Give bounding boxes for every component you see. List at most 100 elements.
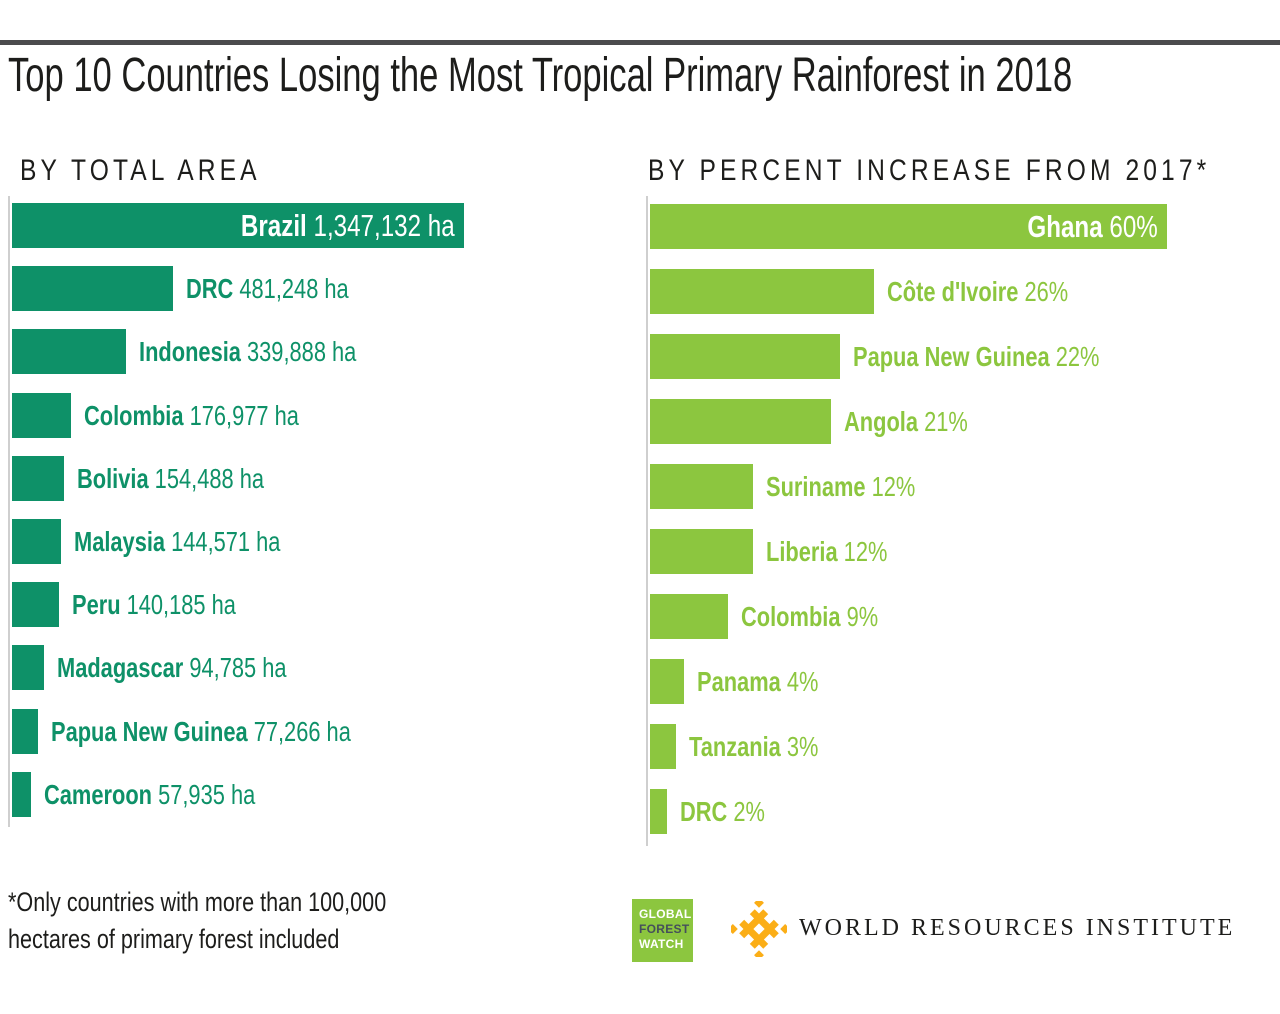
value-label: 9% xyxy=(840,600,879,632)
bar-label: Colombia 9% xyxy=(741,600,879,632)
value-label: 481,248 ha xyxy=(233,272,349,304)
bar xyxy=(12,582,59,627)
value-label: 154,488 ha xyxy=(148,462,264,494)
bar-row-indonesia: Indonesia 339,888 ha xyxy=(12,329,418,374)
bar-label: Suriname 12% xyxy=(766,470,916,502)
bar-row-panama: Panama 4% xyxy=(650,659,853,704)
bar-label: Côte d'Ivoire 26% xyxy=(887,275,1069,307)
bar xyxy=(650,659,684,704)
bar-label: Panama 4% xyxy=(697,665,819,697)
bar-row-colombia: Colombia 9% xyxy=(650,594,917,639)
chart-title-total-area: BY TOTAL AREA xyxy=(20,154,261,187)
wri-diamond-mark-icon xyxy=(731,901,787,957)
value-label: 12% xyxy=(865,470,916,502)
bar-label: DRC 2% xyxy=(680,795,765,827)
bar-label: Indonesia 339,888 ha xyxy=(139,335,357,367)
country-name: DRC xyxy=(680,795,728,827)
page-title-text: Top 10 Countries Losing the Most Tropica… xyxy=(8,49,1073,102)
country-name: Panama xyxy=(697,665,781,697)
bar-label: DRC 481,248 ha xyxy=(186,272,349,304)
country-name: Tanzania xyxy=(689,730,781,762)
bar-label: Cameroon 57,935 ha xyxy=(44,778,256,810)
bar-row-tanzania: Tanzania 3% xyxy=(650,724,855,769)
country-name: Cameroon xyxy=(44,778,153,810)
bar xyxy=(12,456,64,501)
global-forest-watch-logo: GLOBAL FOREST WATCH xyxy=(632,899,693,962)
bar-label: Liberia 12% xyxy=(766,535,888,567)
bar-row-peru: Peru 140,185 ha xyxy=(12,582,282,627)
footnote: *Only countries with more than 100,000 h… xyxy=(8,884,481,958)
chart-title-percent-increase: BY PERCENT INCREASE FROM 2017* xyxy=(648,154,1211,187)
gfw-logo-line-3: WATCH xyxy=(639,937,684,951)
bar-label: Papua New Guinea 77,266 ha xyxy=(51,715,351,747)
country-name: Angola xyxy=(844,405,919,437)
value-label: 2% xyxy=(727,795,765,827)
country-name: Colombia xyxy=(741,600,841,632)
country-name: Liberia xyxy=(766,535,838,567)
value-label: 57,935 ha xyxy=(152,778,256,810)
value-label: 26% xyxy=(1018,275,1069,307)
country-name: Ghana xyxy=(1027,209,1103,244)
top-divider xyxy=(0,40,1280,45)
country-name: Bolivia xyxy=(77,462,149,494)
gfw-logo-line-1: GLOBAL xyxy=(639,907,692,921)
bar xyxy=(650,594,728,639)
percent-increase-bar-chart: Ghana 60% Côte d'Ivoire 26% Papua New Guin… xyxy=(646,196,1280,846)
country-name: Papua New Guinea xyxy=(853,340,1050,372)
bar-row-cameroon: Cameroon 57,935 ha xyxy=(12,772,315,817)
bar-row-angola: Angola 21% xyxy=(650,399,1003,444)
country-name: Côte d'Ivoire xyxy=(887,275,1019,307)
bar-label: Madagascar 94,785 ha xyxy=(57,651,287,683)
bar xyxy=(12,645,44,690)
bar-row-ghana: Ghana 60% xyxy=(650,204,1167,249)
bar xyxy=(650,269,874,314)
country-name: Papua New Guinea xyxy=(51,715,248,747)
bar-label: Bolivia 154,488 ha xyxy=(77,462,264,494)
value-label: 176,977 ha xyxy=(183,399,299,431)
bar-label: Tanzania 3% xyxy=(689,730,819,762)
bar xyxy=(650,724,676,769)
bar-row-drc: DRC 2% xyxy=(650,789,789,834)
bar-row-suriname: Suriname 12% xyxy=(650,464,957,509)
bar xyxy=(12,772,31,817)
value-label: 21% xyxy=(918,405,968,437)
bar-row-liberia: Liberia 12% xyxy=(650,529,922,574)
country-name: Madagascar xyxy=(57,651,184,683)
bar-label: Colombia 176,977 ha xyxy=(84,399,299,431)
bar-row-papua-new-guinea: Papua New Guinea 77,266 ha xyxy=(12,709,435,754)
bar-label: Brazil 1,347,132 ha xyxy=(241,210,464,241)
value-label: 144,571 ha xyxy=(165,525,281,557)
bar-label: Peru 140,185 ha xyxy=(72,588,236,620)
bar xyxy=(12,393,71,438)
bar-label: Papua New Guinea 22% xyxy=(853,340,1099,372)
value-label: 3% xyxy=(780,730,819,762)
bar-row-papua-new-guinea: Papua New Guinea 22% xyxy=(650,334,1169,379)
country-name: Colombia xyxy=(84,399,184,431)
bar xyxy=(12,266,173,311)
bar-row-malaysia: Malaysia 144,571 ha xyxy=(12,519,339,564)
page-title: Top 10 Countries Losing the Most Tropica… xyxy=(8,49,1280,103)
bar-row-c-te-d-ivoire: Côte d'Ivoire 26% xyxy=(650,269,1119,314)
value-label: 140,185 ha xyxy=(120,588,236,620)
bar xyxy=(650,529,753,574)
country-name: Peru xyxy=(72,588,121,620)
gfw-logo-line-2: FOREST xyxy=(639,922,690,936)
bar: Ghana 60% xyxy=(650,204,1167,249)
value-label: 4% xyxy=(780,665,819,697)
value-label: 77,266 ha xyxy=(247,715,351,747)
bar xyxy=(650,464,753,509)
footnote-line-1: *Only countries with more than 100,000 xyxy=(8,887,387,917)
bar xyxy=(650,334,840,379)
bar-row-bolivia: Bolivia 154,488 ha xyxy=(12,456,317,501)
total-area-bar-chart: Brazil 1,347,132 ha DRC 481,248 ha Indones… xyxy=(8,196,650,827)
value-label: 339,888 ha xyxy=(240,335,357,367)
country-name: Indonesia xyxy=(139,335,241,367)
value-label: 94,785 ha xyxy=(183,651,287,683)
bar xyxy=(650,399,831,444)
bar: Brazil 1,347,132 ha xyxy=(12,203,464,248)
country-name: DRC xyxy=(186,272,234,304)
bar-label: Ghana 60% xyxy=(1027,211,1167,242)
value-label: 1,347,132 ha xyxy=(306,208,455,243)
value-label: 12% xyxy=(837,535,888,567)
